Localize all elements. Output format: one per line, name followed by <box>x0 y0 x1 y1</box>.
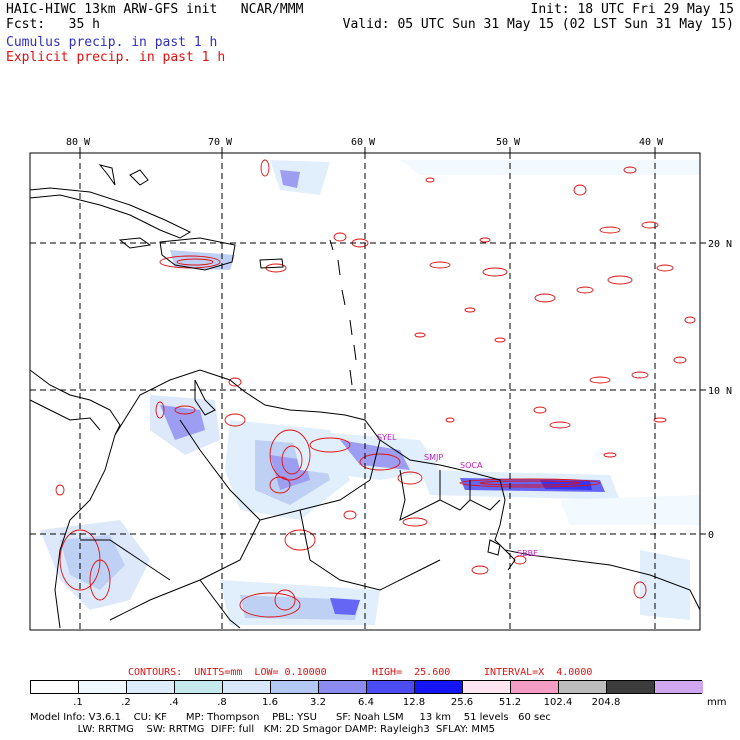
colorbar-cell <box>175 681 223 693</box>
model-info-line2: LW: RRTMG SW: RRTMG DIFF: full KM: 2D Sm… <box>30 724 495 735</box>
contour-interval: INTERVAL=X 4.0000 <box>484 667 593 678</box>
colorbar-threshold-label: 1.6 <box>262 697 278 708</box>
colorbar-cell <box>607 681 655 693</box>
contour-info: CONTOURS: UNITS=mm LOW= 0.10000 <box>128 667 327 678</box>
colorbar-threshold-label: .4 <box>169 697 179 708</box>
lat-label-10n: 10 N <box>708 386 732 397</box>
valid-time: Valid: 05 UTC Sun 31 May 15 (02 LST Sun … <box>342 17 734 32</box>
colorbar <box>30 680 703 694</box>
colorbar-cell <box>271 681 319 693</box>
coastlines <box>29 164 701 629</box>
station-syel: SYEL <box>377 433 397 442</box>
colorbar-cell <box>559 681 607 693</box>
colorbar-cell <box>223 681 271 693</box>
model-title: HAIC-HIWC 13km ARW-GFS init NCAR/MMM <box>6 2 304 17</box>
colorbar-threshold-label: .8 <box>217 697 227 708</box>
colorbar-threshold-label: .1 <box>73 697 83 708</box>
forecast-hour: Fcst: 35 h <box>6 17 100 32</box>
lon-label-40w: 40 W <box>639 137 664 148</box>
legend-explicit: Explicit precip. in past 1 h <box>6 50 226 65</box>
colorbar-cell <box>31 681 79 693</box>
colorbar-cell <box>655 681 703 693</box>
graticule <box>30 153 700 630</box>
colorbar-cell <box>511 681 559 693</box>
colorbar-cell <box>319 681 367 693</box>
colorbar-cell <box>79 681 127 693</box>
model-info-line1: Model Info: V3.6.1 CU: KF MP: Thompson P… <box>30 712 551 723</box>
colorbar-cell <box>415 681 463 693</box>
colorbar-threshold-label: 204.8 <box>591 697 621 708</box>
lon-label-80w: 80 W <box>66 137 91 148</box>
lat-label-0: 0 <box>708 530 714 541</box>
colorbar-threshold-label: 12.8 <box>402 697 426 708</box>
legend-cumulus: Cumulus precip. in past 1 h <box>6 35 218 50</box>
lon-label-60w: 60 W <box>351 137 376 148</box>
colorbar-threshold-label: 102.4 <box>543 697 573 708</box>
colorbar-threshold-label: 51.2 <box>498 697 522 708</box>
station-sbbe: SBBE <box>517 549 538 558</box>
lon-label-70w: 70 W <box>208 137 233 148</box>
init-time: Init: 18 UTC Fri 29 May 15 <box>530 2 735 17</box>
colorbar-cell <box>127 681 175 693</box>
colorbar-units: mm <box>707 697 727 708</box>
axis-ticks <box>79 147 706 535</box>
colorbar-cell <box>367 681 415 693</box>
colorbar-threshold-label: 3.2 <box>310 697 326 708</box>
latitude-labels: 20 N 10 N 0 <box>708 239 732 541</box>
colorbar-cell <box>463 681 511 693</box>
cumulus-precip-shading <box>40 160 700 625</box>
lat-label-20n: 20 N <box>708 239 732 250</box>
station-smjp: SMJP <box>424 453 443 462</box>
colorbar-threshold-label: 6.4 <box>358 697 374 708</box>
station-labels: SYEL SMJP SOCA SBBE <box>377 433 538 558</box>
station-soca: SOCA <box>460 461 483 470</box>
colorbar-threshold-label: .2 <box>121 697 131 708</box>
longitude-labels: 80 W 70 W 60 W 50 W 40 W <box>66 137 664 148</box>
contour-high: HIGH= 25.600 <box>372 667 451 678</box>
colorbar-threshold-label: 25.6 <box>450 697 474 708</box>
lon-label-50w: 50 W <box>496 137 521 148</box>
explicit-precip-contours <box>55 159 696 618</box>
